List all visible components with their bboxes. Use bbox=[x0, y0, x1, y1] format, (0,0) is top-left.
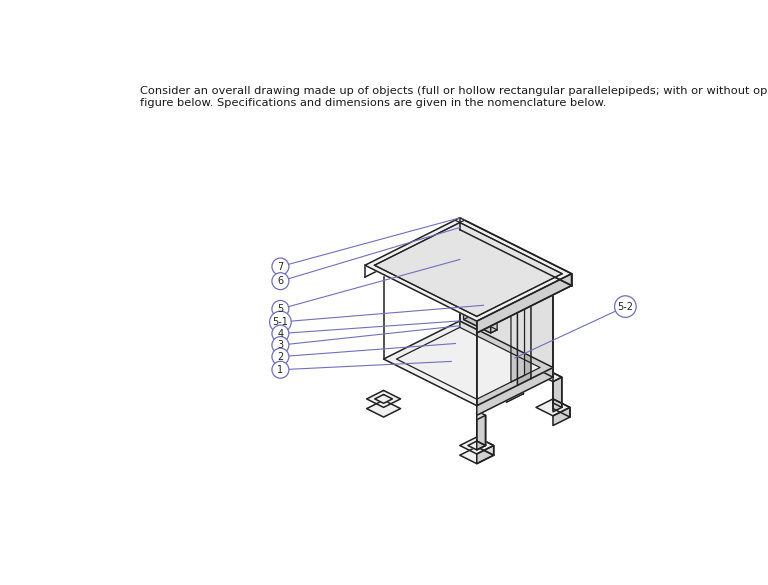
Polygon shape bbox=[506, 354, 515, 388]
Text: 5-1: 5-1 bbox=[273, 317, 288, 327]
Polygon shape bbox=[511, 293, 525, 382]
Circle shape bbox=[272, 348, 289, 365]
Polygon shape bbox=[460, 447, 494, 464]
Polygon shape bbox=[468, 441, 485, 450]
Circle shape bbox=[272, 258, 289, 275]
Circle shape bbox=[272, 362, 289, 378]
Circle shape bbox=[614, 296, 636, 318]
Polygon shape bbox=[498, 349, 515, 358]
Polygon shape bbox=[506, 376, 523, 394]
Text: figure below. Specifications and dimensions are given in the nomenclature below.: figure below. Specifications and dimensi… bbox=[141, 98, 607, 108]
Polygon shape bbox=[375, 222, 562, 316]
Polygon shape bbox=[470, 281, 497, 330]
Polygon shape bbox=[460, 321, 553, 377]
Polygon shape bbox=[477, 415, 485, 450]
Polygon shape bbox=[489, 376, 523, 393]
Text: 5-2: 5-2 bbox=[617, 302, 634, 312]
Polygon shape bbox=[553, 377, 562, 412]
Circle shape bbox=[272, 336, 289, 353]
Text: 7: 7 bbox=[277, 261, 283, 271]
Polygon shape bbox=[460, 218, 571, 285]
Polygon shape bbox=[518, 297, 531, 386]
Polygon shape bbox=[477, 274, 571, 333]
Polygon shape bbox=[383, 321, 553, 405]
Polygon shape bbox=[460, 326, 468, 361]
Polygon shape bbox=[553, 407, 570, 425]
Polygon shape bbox=[464, 284, 491, 333]
Polygon shape bbox=[506, 349, 515, 384]
Polygon shape bbox=[553, 373, 562, 407]
Polygon shape bbox=[477, 285, 553, 405]
Polygon shape bbox=[443, 352, 477, 369]
Text: 5: 5 bbox=[277, 304, 283, 314]
Circle shape bbox=[272, 301, 289, 318]
Text: 3: 3 bbox=[277, 340, 283, 350]
Polygon shape bbox=[506, 384, 523, 402]
Polygon shape bbox=[460, 352, 477, 370]
Text: 1: 1 bbox=[277, 364, 283, 375]
Polygon shape bbox=[491, 294, 497, 333]
Polygon shape bbox=[460, 437, 494, 454]
Polygon shape bbox=[396, 328, 540, 399]
Polygon shape bbox=[451, 326, 468, 335]
Polygon shape bbox=[536, 399, 570, 416]
Circle shape bbox=[272, 325, 289, 342]
Polygon shape bbox=[365, 218, 571, 321]
Polygon shape bbox=[366, 400, 401, 417]
Text: 6: 6 bbox=[277, 276, 283, 286]
Polygon shape bbox=[366, 390, 401, 407]
Polygon shape bbox=[477, 446, 494, 464]
Text: 4: 4 bbox=[277, 329, 283, 339]
Polygon shape bbox=[460, 331, 468, 365]
Polygon shape bbox=[464, 316, 497, 333]
Polygon shape bbox=[477, 367, 553, 415]
Polygon shape bbox=[460, 361, 477, 379]
Text: 2: 2 bbox=[277, 352, 283, 362]
Polygon shape bbox=[477, 437, 494, 455]
Text: Consider an overall drawing made up of objects (full or hollow rectangular paral: Consider an overall drawing made up of o… bbox=[141, 85, 768, 95]
Polygon shape bbox=[460, 239, 553, 367]
Circle shape bbox=[270, 311, 291, 333]
Polygon shape bbox=[455, 218, 465, 222]
Polygon shape bbox=[477, 411, 485, 446]
Polygon shape bbox=[545, 373, 562, 381]
Polygon shape bbox=[375, 394, 392, 403]
Circle shape bbox=[272, 273, 289, 290]
Polygon shape bbox=[553, 399, 570, 417]
Polygon shape bbox=[464, 281, 497, 298]
